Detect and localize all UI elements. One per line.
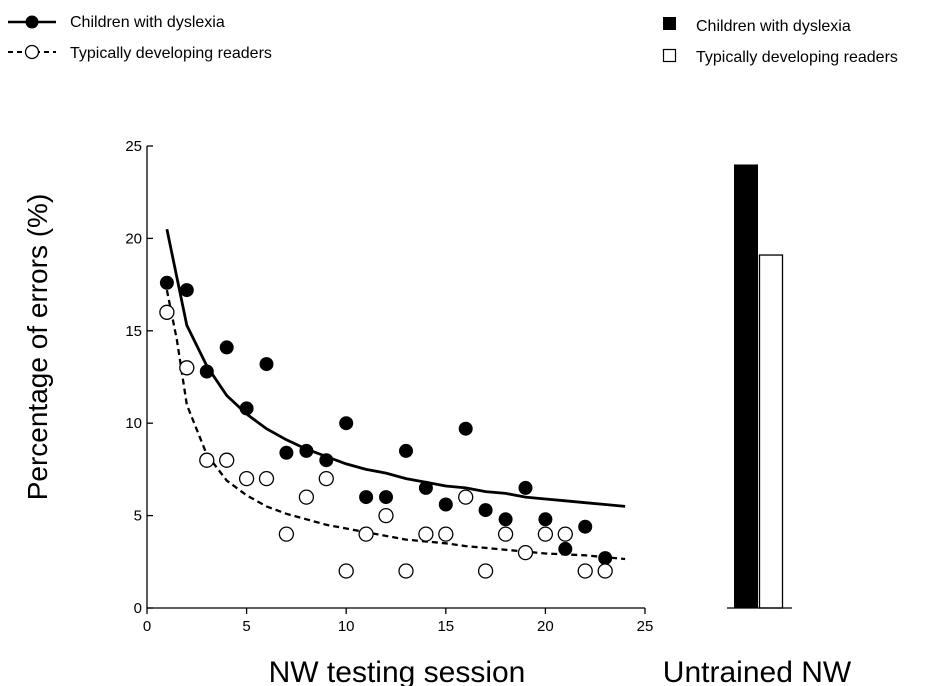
point-dyslexia	[199, 364, 214, 379]
point-dyslexia	[379, 490, 393, 505]
point-dyslexia	[578, 519, 593, 534]
point-dyslexia	[498, 512, 513, 527]
bars	[727, 164, 792, 609]
y-tick-label: 5	[134, 508, 142, 525]
x-tick-label: 0	[143, 618, 151, 635]
y-tick-label: 25	[125, 138, 142, 155]
x-ticks: 0 5 10 15 20 25	[143, 608, 654, 635]
legend-left: Children with dyslexia Typically develop…	[8, 14, 272, 62]
point-typical	[159, 304, 175, 320]
y-axis-title: Percentage of errors (%)	[22, 194, 53, 501]
legend-right: Children with dyslexia Typically develop…	[662, 17, 898, 66]
x-tick-label: 25	[637, 618, 654, 635]
x-tick-label: 20	[537, 618, 554, 635]
legend-right-dyslexia-swatch	[663, 17, 676, 30]
scatter-panel: 0 5 10 15 20 25 0 5 10 15 20 25 Percentage of erro…	[22, 138, 653, 686]
bar-panel: Untrained NW	[663, 164, 852, 686]
legend-typical-label: Typically developing readers	[70, 45, 272, 62]
point-dyslexia	[159, 275, 174, 290]
point-dyslexia	[418, 480, 433, 495]
point-typical	[537, 526, 554, 542]
legend-typical-marker	[24, 44, 40, 60]
point-typical	[398, 563, 414, 579]
point-dyslexia	[478, 503, 493, 518]
legend-right-typical-swatch	[662, 48, 677, 63]
point-dyslexia	[259, 357, 274, 372]
point-typical	[577, 563, 593, 579]
y-ticks: 0 5 10 15 20 25	[125, 138, 153, 617]
point-typical	[199, 452, 215, 468]
points-dyslexia	[159, 275, 613, 566]
point-dyslexia	[518, 480, 533, 495]
y-tick-label: 0	[134, 600, 142, 617]
point-typical	[458, 489, 474, 505]
point-typical	[338, 563, 354, 579]
point-dyslexia	[219, 340, 234, 355]
point-dyslexia	[319, 453, 334, 468]
point-typical	[517, 544, 534, 561]
point-typical	[477, 563, 494, 579]
point-dyslexia	[438, 497, 453, 512]
point-typical	[597, 563, 613, 579]
x-axis-title: NW testing session	[269, 656, 526, 686]
point-dyslexia	[558, 541, 573, 556]
point-dyslexia	[458, 421, 473, 436]
y-tick-label: 10	[125, 415, 142, 432]
y-tick-label: 20	[125, 230, 142, 247]
point-typical	[358, 526, 374, 542]
points-typical	[159, 304, 613, 579]
point-typical	[238, 470, 255, 487]
legend-dyslexia-marker	[25, 15, 39, 29]
bar-axis-title: Untrained NW	[663, 656, 852, 686]
point-dyslexia	[359, 490, 374, 505]
point-dyslexia	[239, 401, 254, 416]
point-typical	[557, 526, 573, 542]
point-dyslexia	[299, 443, 314, 458]
legend-right-dyslexia-label: Children with dyslexia	[696, 18, 851, 35]
trend-line-typical	[165, 289, 626, 561]
point-typical	[318, 470, 334, 487]
x-tick-label: 5	[242, 618, 250, 635]
trend-line-dyslexia	[165, 228, 626, 508]
point-typical	[258, 470, 275, 487]
point-dyslexia	[538, 512, 553, 527]
point-typical	[219, 452, 235, 468]
point-dyslexia	[598, 551, 613, 566]
bar-dyslexia	[734, 164, 758, 609]
point-typical	[278, 526, 295, 542]
point-typical	[497, 526, 514, 542]
legend-right-typical-label: Typically developing readers	[696, 49, 898, 66]
point-dyslexia	[279, 445, 294, 460]
x-tick-label: 15	[437, 618, 454, 635]
point-typical	[418, 526, 434, 542]
point-dyslexia	[339, 416, 354, 431]
point-typical	[438, 526, 454, 542]
bar-typical	[758, 254, 784, 609]
legend-dyslexia-label: Children with dyslexia	[70, 14, 225, 31]
point-typical	[378, 507, 394, 524]
x-tick-label: 10	[338, 618, 355, 635]
point-typical	[179, 360, 195, 376]
point-dyslexia	[179, 283, 194, 298]
y-tick-label: 15	[125, 323, 142, 340]
point-typical	[298, 489, 315, 505]
point-dyslexia	[399, 443, 413, 458]
